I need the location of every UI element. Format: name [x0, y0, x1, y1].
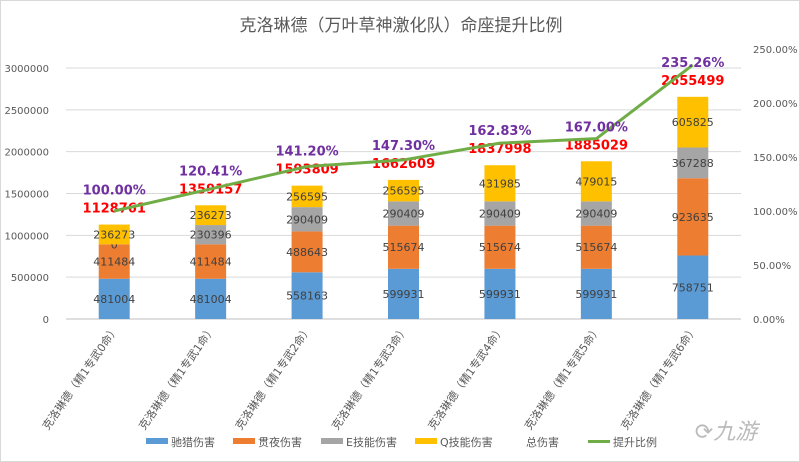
legend-item-label: E技能伤害	[346, 435, 397, 449]
bar-segment	[291, 185, 323, 208]
bar-data-label: 481004	[190, 293, 232, 306]
watermark-logo: ⟳九游	[661, 410, 791, 455]
bar-segment	[98, 224, 130, 245]
y-left-tick-label: 0	[43, 315, 49, 326]
legend-swatch	[233, 438, 255, 444]
bar-segment	[580, 268, 612, 319]
legend-item-label: 总伤害	[526, 435, 559, 449]
bar-segment	[484, 201, 516, 226]
y-right-tick-label: 0.00%	[753, 315, 785, 326]
bar-segment	[291, 231, 323, 273]
bar-segment	[580, 161, 612, 202]
bar-segment	[195, 244, 227, 279]
bar-data-label: 236273	[93, 228, 135, 241]
bar-segment	[388, 179, 419, 202]
bar-segment	[195, 278, 227, 319]
bar-data-label: 431985	[479, 177, 521, 190]
bar-segment	[580, 201, 612, 226]
ratio-data-label: 147.30%	[372, 139, 435, 154]
legend-item-label: 提升比例	[613, 435, 657, 449]
bar-data-label: 411484	[190, 256, 232, 269]
legend-item-label: 贯夜伤害	[258, 435, 302, 449]
bar-data-label: 0	[111, 238, 118, 251]
ratio-data-label: 120.41%	[179, 164, 242, 179]
x-tick-label: 克洛琳德（精1专武3命）	[328, 323, 411, 433]
bar-segment	[98, 278, 130, 319]
bar-data-label: 367288	[672, 157, 714, 170]
legend-swatch	[146, 438, 168, 444]
bar-data-label: 481004	[93, 293, 135, 306]
legend-swatch	[415, 438, 437, 444]
bar-segment	[388, 225, 419, 269]
y-right-tick-label: 250.00%	[753, 45, 798, 56]
bar-data-label: 290409	[479, 208, 521, 221]
ratio-data-label: 141.20%	[275, 145, 338, 160]
x-tick-label: 克洛琳德（精1专武4命）	[425, 323, 508, 433]
legend-swatch	[588, 440, 610, 443]
x-tick-label: 克洛琳德（精1专武0命）	[39, 323, 122, 433]
bar-data-label: 599931	[575, 288, 617, 301]
ratio-data-label: 162.83%	[468, 124, 531, 139]
bar-data-label: 479015	[575, 175, 617, 188]
bar-segment	[195, 225, 227, 245]
bar-data-label: 290409	[383, 208, 425, 221]
total-data-label: 1128761	[83, 202, 146, 217]
bar-segment	[677, 96, 709, 148]
bar-segment	[98, 244, 130, 279]
bar-data-label: 515674	[383, 241, 425, 254]
bar-data-label: 411484	[93, 256, 135, 269]
ratio-data-label: 235.26%	[661, 56, 724, 71]
bar-segment	[580, 225, 612, 269]
bar-data-label: 236273	[190, 209, 232, 222]
legend-item-label: 驰猎伤害	[171, 435, 215, 449]
bar-segment	[484, 268, 516, 319]
y-right-tick-label: 50.00%	[753, 261, 791, 272]
y-right-tick-label: 200.00%	[753, 99, 798, 110]
y-right-tick-label: 150.00%	[753, 153, 798, 164]
bar-segment	[677, 147, 709, 179]
bar-data-label: 599931	[479, 288, 521, 301]
bar-data-label: 290409	[575, 208, 617, 221]
legend-item-label: Q技能伤害	[440, 435, 493, 449]
bar-segment	[291, 207, 323, 232]
bar-data-label: 923635	[672, 211, 714, 224]
y-left-tick-label: 2000000	[4, 148, 49, 159]
bar-segment	[677, 255, 709, 319]
legend-swatch	[321, 438, 343, 444]
bar-data-label: 558163	[286, 290, 328, 303]
y-left-tick-label: 1500000	[4, 190, 49, 201]
y-left-tick-label: 500000	[11, 273, 49, 284]
ratio-data-label: 100.00%	[83, 184, 146, 199]
bar-segment	[388, 201, 419, 226]
y-right-tick-label: 100.00%	[753, 207, 798, 218]
bar-segment	[484, 225, 516, 269]
bar-data-label: 599931	[383, 288, 425, 301]
ratio-data-label: 167.00%	[565, 120, 628, 135]
x-tick-label: 克洛琳德（精1专武5命）	[521, 323, 604, 433]
total-data-label: 1885029	[565, 138, 628, 153]
bar-segment	[388, 268, 419, 319]
y-left-tick-label: 1000000	[4, 231, 49, 242]
chart-title: 克洛琳德（万叶草神激化队）命座提升比例	[239, 16, 563, 36]
bar-segment	[677, 178, 709, 256]
bar-segment	[484, 165, 516, 202]
bar-data-label: 256595	[286, 190, 328, 203]
bar-data-label: 230396	[190, 229, 232, 242]
x-tick-label: 克洛琳德（精1专武2命）	[232, 323, 315, 433]
bar-segment	[291, 272, 323, 319]
y-left-tick-label: 2500000	[4, 106, 49, 117]
y-left-tick-label: 3000000	[4, 64, 49, 75]
bar-data-label: 515674	[575, 241, 617, 254]
bar-data-label: 758751	[672, 281, 714, 294]
bar-data-label: 256595	[383, 185, 425, 198]
bar-data-label: 605825	[672, 116, 714, 129]
bar-data-label: 290409	[286, 213, 328, 226]
bar-data-label: 488643	[286, 246, 328, 259]
bar-data-label: 515674	[479, 241, 521, 254]
bar-segment	[195, 205, 227, 226]
x-tick-label: 克洛琳德（精1专武1命）	[136, 323, 219, 433]
